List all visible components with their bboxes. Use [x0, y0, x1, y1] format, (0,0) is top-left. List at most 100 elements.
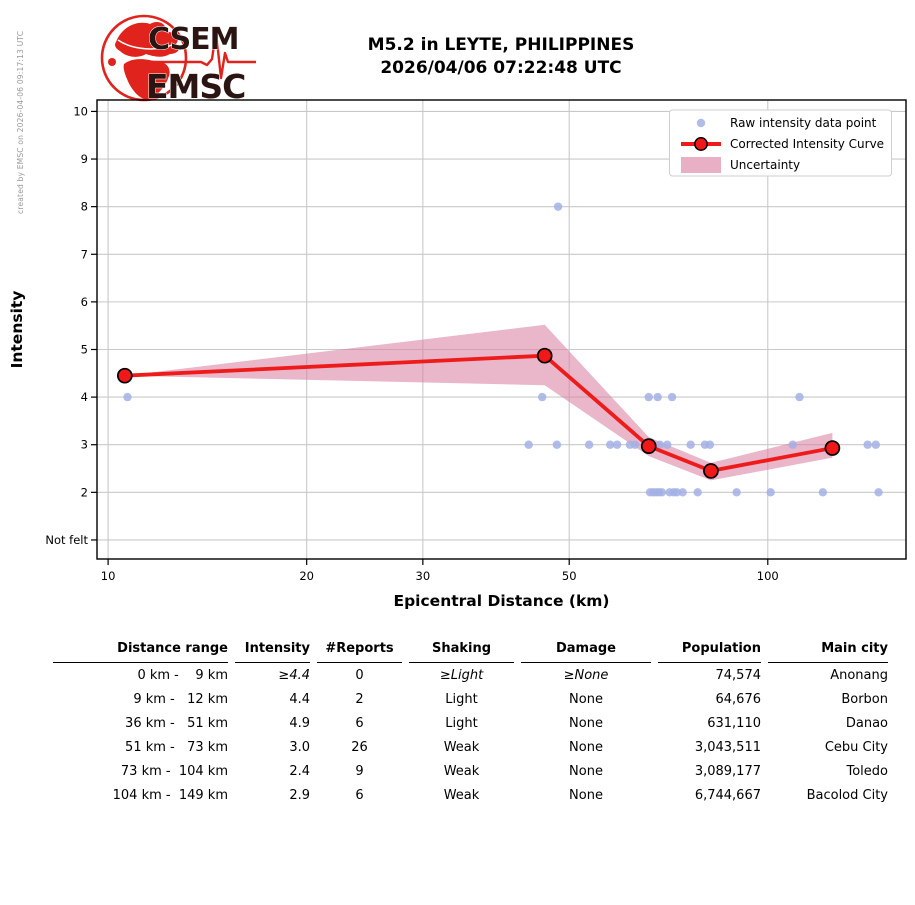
table-cell: 2.9 [289, 787, 310, 803]
table-cell: ≥Light [439, 667, 484, 683]
table-cell: 64,676 [715, 691, 762, 707]
table-cell: 3,043,511 [694, 739, 761, 755]
legend-label: Uncertainty [730, 158, 800, 172]
table-cell: 26 [351, 739, 368, 755]
table-header-0: Distance range [53, 636, 228, 663]
title-event: M5.2 in LEYTE, PHILIPPINES [367, 35, 635, 55]
intensity-summary-table: Distance range Intensity #Reports Shaking Da… [46, 636, 895, 807]
raw-intensity-point [693, 488, 702, 497]
raw-intensity-points [123, 202, 883, 497]
table-cell: 51 km - 73 km [125, 739, 228, 755]
table-cell: 9 [355, 763, 364, 779]
raw-intensity-point [653, 392, 662, 402]
table-row: 36 km - 51 km 4.9 6 Light None 631,110 Danao [53, 711, 888, 735]
table-header-row: Distance range Intensity #Reports Shaking Da… [53, 636, 888, 663]
table-cell: 6 [355, 787, 364, 803]
legend-label: Raw intensity data point [730, 116, 877, 130]
raw-intensity-point [667, 392, 677, 402]
table-cell: Toledo [846, 763, 888, 779]
table-cell: Weak [443, 763, 480, 779]
raw-intensity-point [537, 392, 547, 402]
table-cell: 0 km - 9 km [137, 667, 228, 683]
corrected-curve-marker [116, 367, 133, 384]
table-cell: Weak [443, 787, 480, 803]
table-cell: 9 km - 12 km [133, 691, 228, 707]
table-cell: Anonang [830, 667, 888, 683]
corrected-curve-markers [116, 347, 841, 479]
y-tick-label: 6 [81, 295, 88, 309]
y-tick-label: 10 [73, 104, 88, 118]
raw-intensity-point [863, 440, 872, 449]
table-cell: 631,110 [707, 715, 761, 731]
table-row: 9 km - 12 km 4.4 2 Light None 64,676 Borbon [53, 687, 888, 711]
table-cell: 6 [355, 715, 364, 731]
raw-intensity-point [644, 392, 653, 402]
table-cell: Bacolod City [806, 787, 888, 803]
raw-intensity-point [678, 488, 687, 497]
y-tick-label: 4 [81, 390, 88, 404]
intensity-distance-chart: 10 20 30 50 100 10 9 8 7 6 5 4 3 2 Not felt Epicentral … [8, 99, 907, 610]
x-tick-label: 30 [416, 569, 431, 583]
raw-intensity-point [606, 440, 615, 449]
y-axis-label: Intensity [8, 291, 26, 369]
y-tick-label: 3 [81, 438, 88, 452]
table-cell: Light [445, 715, 478, 731]
raw-intensity-point [672, 488, 682, 497]
y-tick-label: 9 [81, 152, 88, 166]
legend-label: Corrected Intensity Curve [730, 137, 884, 151]
table-cell: None [569, 763, 603, 779]
raw-intensity-point [788, 440, 797, 449]
table-header-2: #Reports [317, 636, 402, 663]
table-cell: 3,089,177 [694, 763, 761, 779]
table-cell: 74,574 [715, 667, 762, 683]
corrected-curve-marker [640, 438, 657, 455]
table-cell: 104 km - 149 km [112, 787, 228, 803]
raw-intensity-point [123, 392, 132, 402]
table-cell: 2.4 [289, 763, 310, 779]
table-cell: Weak [443, 739, 480, 755]
raw-intensity-point [686, 440, 695, 449]
table-cell: 2 [355, 691, 364, 707]
raw-intensity-point [795, 392, 804, 402]
plot-frame [96, 99, 907, 560]
page-title: M5.2 in LEYTE, PHILIPPINES 2026/04/06 07… [260, 34, 742, 80]
table-cell: 36 km - 51 km [125, 715, 228, 731]
y-tick-label: 5 [81, 342, 88, 356]
x-tick-label: 100 [757, 569, 779, 583]
legend: Raw intensity data point Corrected Intens… [669, 109, 892, 177]
y-tick-label: 2 [81, 485, 88, 499]
table-cell: 3.0 [289, 739, 310, 755]
emsc-logo: CSEM EMSC [88, 10, 260, 107]
table-cell: Light [445, 691, 478, 707]
globe-icon [100, 14, 188, 102]
table-cell: ≥4.4 [278, 667, 310, 683]
table-cell: 73 km - 104 km [120, 763, 228, 779]
table-cell: None [569, 691, 603, 707]
table-cell: Borbon [841, 691, 888, 707]
table-header-5: Population [658, 636, 761, 663]
table-cell: 4.4 [289, 691, 310, 707]
logo-csem-text: CSEM [148, 22, 239, 57]
x-tick-label: 10 [101, 569, 116, 583]
legend-band-icon [681, 157, 721, 173]
table-header-6: Main city [768, 636, 888, 663]
emsc-logo-graphic: CSEM EMSC [100, 14, 256, 107]
raw-intensity-point [612, 440, 622, 449]
table-cell: Danao [845, 715, 888, 731]
felt-report-table: Distance range Intensity #Reports Shaking Da… [46, 636, 895, 807]
x-tick-label: 50 [562, 569, 577, 583]
table-header-3: Shaking [409, 636, 514, 663]
table-cell: ≥None [563, 667, 609, 683]
raw-intensity-point [657, 488, 667, 497]
raw-intensity-point [871, 440, 881, 449]
table-row: 104 km - 149 km 2.9 6 Weak None 6,744,667 Baco… [53, 783, 888, 807]
axes: 10 20 30 50 100 10 9 8 7 6 5 4 3 2 Not felt [45, 104, 778, 583]
raw-intensity-point [552, 440, 562, 449]
legend-curve-marker-icon [694, 137, 708, 151]
raw-intensity-point [732, 488, 741, 497]
raw-intensity-point [663, 440, 672, 449]
y-tick-label: Not felt [45, 533, 88, 547]
table-cell: 6,744,667 [694, 787, 761, 803]
x-tick-label: 20 [299, 569, 314, 583]
